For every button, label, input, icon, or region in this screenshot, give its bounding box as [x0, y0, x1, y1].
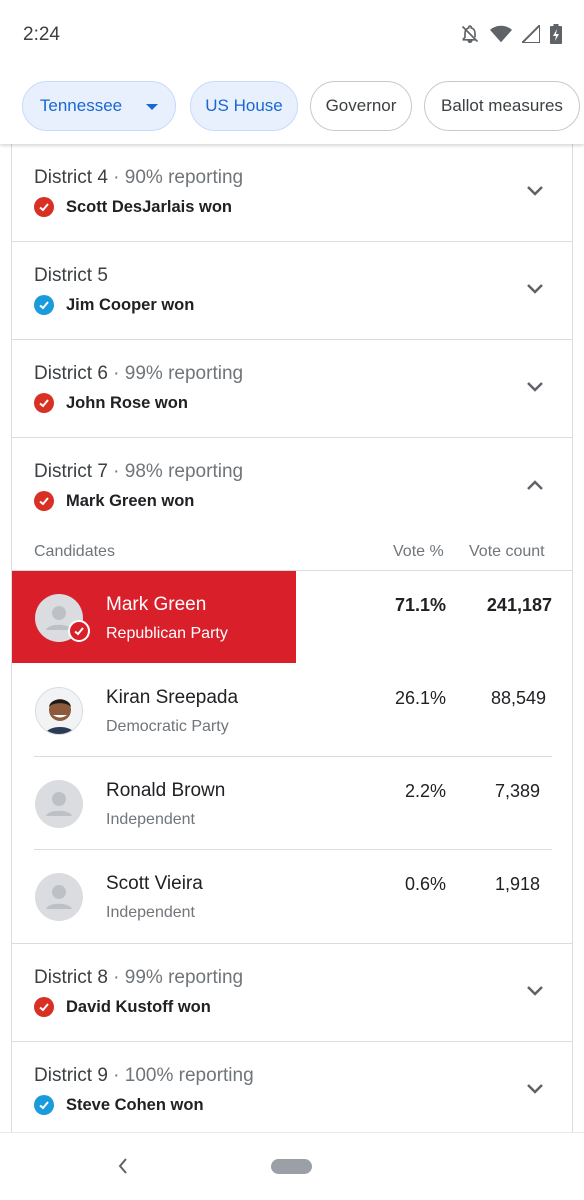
- filter-chips: Tennessee US House Governor Ballot measu…: [0, 72, 584, 144]
- chevron-down-icon[interactable]: [526, 282, 544, 300]
- candidate-name: Ronald Brown: [106, 780, 226, 801]
- district-title: District 8 · 99% reporting: [34, 967, 243, 989]
- chip-label: Tennessee: [39, 96, 123, 115]
- divider: [12, 570, 572, 571]
- district-title: District 4 · 90% reporting: [34, 167, 243, 189]
- district-title: District 7 · 98% reporting: [34, 461, 243, 483]
- district-winner: Steve Cohen won: [34, 1095, 204, 1115]
- vote-count: 7,389: [494, 781, 540, 801]
- candidate-name: Scott Vieira: [106, 873, 203, 894]
- winner-check-icon: [34, 1095, 54, 1115]
- chevron-down-icon[interactable]: [526, 184, 544, 202]
- status-icons: [460, 24, 562, 44]
- winner-name: David Kustoff won: [66, 997, 211, 1016]
- navigation-bar: [0, 1132, 584, 1200]
- candidates-column-header: Candidates: [34, 543, 115, 560]
- district-name: District 5: [34, 265, 108, 286]
- district-row[interactable]: District 9 · 100% reporting Steve Cohen …: [12, 1042, 572, 1132]
- district-winner: Mark Green won: [34, 491, 194, 511]
- reporting-status: · 100% reporting: [107, 1065, 254, 1086]
- winner-check-icon: [34, 197, 54, 217]
- caret-down-icon: [146, 104, 159, 110]
- signal-icon: [522, 25, 540, 43]
- status-bar: 2:24: [0, 0, 584, 72]
- winner-name: Mark Green won: [66, 491, 195, 510]
- vote-count: 241,187: [486, 595, 552, 615]
- results-card: District 4 · 90% reporting Scott DesJarl…: [11, 144, 573, 1132]
- district-name: District 8: [34, 967, 108, 988]
- ballot-measures-chip[interactable]: Ballot measures: [424, 81, 580, 131]
- winner-name: Scott DesJarlais won: [66, 197, 232, 216]
- reporting-status: · 98% reporting: [107, 461, 244, 482]
- vote-count: 88,549: [490, 688, 546, 708]
- governor-chip[interactable]: Governor: [310, 81, 412, 131]
- candidate-row[interactable]: Mark Green Republican Party 71.1% 241,18…: [12, 571, 572, 664]
- district-name: District 7: [34, 461, 108, 482]
- winner-check-icon: [34, 295, 54, 315]
- winner-check-icon: [34, 491, 54, 511]
- candidate-row[interactable]: Ronald Brown Independent 2.2% 7,389: [12, 757, 572, 850]
- avatar-placeholder-icon: [35, 780, 83, 828]
- status-time: 2:24: [23, 24, 60, 45]
- notifications-off-icon: [460, 24, 480, 44]
- avatar-placeholder-icon: [35, 873, 83, 921]
- winner-name: Jim Cooper won: [66, 295, 195, 314]
- vote-percent: 26.1%: [394, 688, 446, 708]
- candidate-name: Mark Green: [106, 594, 207, 615]
- district-name: District 4: [34, 167, 108, 188]
- district-name: District 6: [34, 363, 108, 384]
- district-row[interactable]: District 8 · 99% reporting David Kustoff…: [12, 944, 572, 1042]
- chevron-down-icon[interactable]: [526, 1082, 544, 1100]
- candidate-party: Independent: [106, 811, 195, 828]
- chevron-down-icon[interactable]: [526, 380, 544, 398]
- district-title: District 9 · 100% reporting: [34, 1065, 254, 1087]
- battery-icon: [550, 24, 562, 44]
- winner-name: John Rose won: [66, 393, 188, 412]
- chip-label: Governor: [325, 96, 397, 115]
- district-winner: David Kustoff won: [34, 997, 211, 1017]
- reporting-status: · 99% reporting: [107, 363, 244, 384]
- reporting-status: · 99% reporting: [107, 967, 244, 988]
- vote-count-column-header: Vote count: [469, 543, 545, 560]
- district-row[interactable]: District 4 · 90% reporting Scott DesJarl…: [12, 144, 572, 242]
- chip-label: Ballot measures: [441, 96, 563, 115]
- divider: [34, 756, 552, 757]
- district-title: District 5: [34, 265, 108, 287]
- candidate-name: Kiran Sreepada: [106, 687, 239, 708]
- candidate-photo: [35, 687, 83, 735]
- home-pill[interactable]: [271, 1159, 312, 1174]
- district-name: District 9: [34, 1065, 108, 1086]
- vote-pct-column-header: Vote %: [393, 543, 444, 560]
- winner-check-icon: [34, 997, 54, 1017]
- chevron-down-icon[interactable]: [526, 984, 544, 1002]
- us-house-chip[interactable]: US House: [190, 81, 298, 131]
- wifi-icon: [490, 25, 512, 43]
- district-row[interactable]: District 6 · 99% reporting John Rose won: [12, 340, 572, 438]
- candidate-row[interactable]: Kiran Sreepada Democratic Party 26.1% 88…: [12, 664, 572, 757]
- district-row-expanded: District 7 · 98% reporting Mark Green wo…: [12, 438, 572, 944]
- district-winner: Scott DesJarlais won: [34, 197, 232, 217]
- district-winner: John Rose won: [34, 393, 188, 413]
- candidate-party: Democratic Party: [106, 718, 229, 735]
- reporting-status: · 90% reporting: [107, 167, 244, 188]
- vote-percent: 71.1%: [394, 595, 446, 615]
- winner-name: Steve Cohen won: [66, 1095, 204, 1114]
- divider: [34, 849, 552, 850]
- vote-count: 1,918: [494, 874, 540, 894]
- back-icon[interactable]: [116, 1157, 130, 1180]
- chip-label: US House: [205, 96, 283, 115]
- vote-percent: 2.2%: [404, 781, 446, 801]
- district-row[interactable]: District 5 Jim Cooper won: [12, 242, 572, 340]
- district-title: District 6 · 99% reporting: [34, 363, 243, 385]
- candidate-row[interactable]: Scott Vieira Independent 0.6% 1,918: [12, 850, 572, 943]
- winner-check-icon: [34, 393, 54, 413]
- district-winner: Jim Cooper won: [34, 295, 194, 315]
- candidate-party: Republican Party: [106, 625, 228, 642]
- candidate-party: Independent: [106, 904, 195, 921]
- chevron-up-icon[interactable]: [526, 478, 544, 496]
- vote-percent: 0.6%: [404, 874, 446, 894]
- state-dropdown-chip[interactable]: Tennessee: [22, 81, 176, 131]
- winner-badge-icon: [68, 620, 90, 642]
